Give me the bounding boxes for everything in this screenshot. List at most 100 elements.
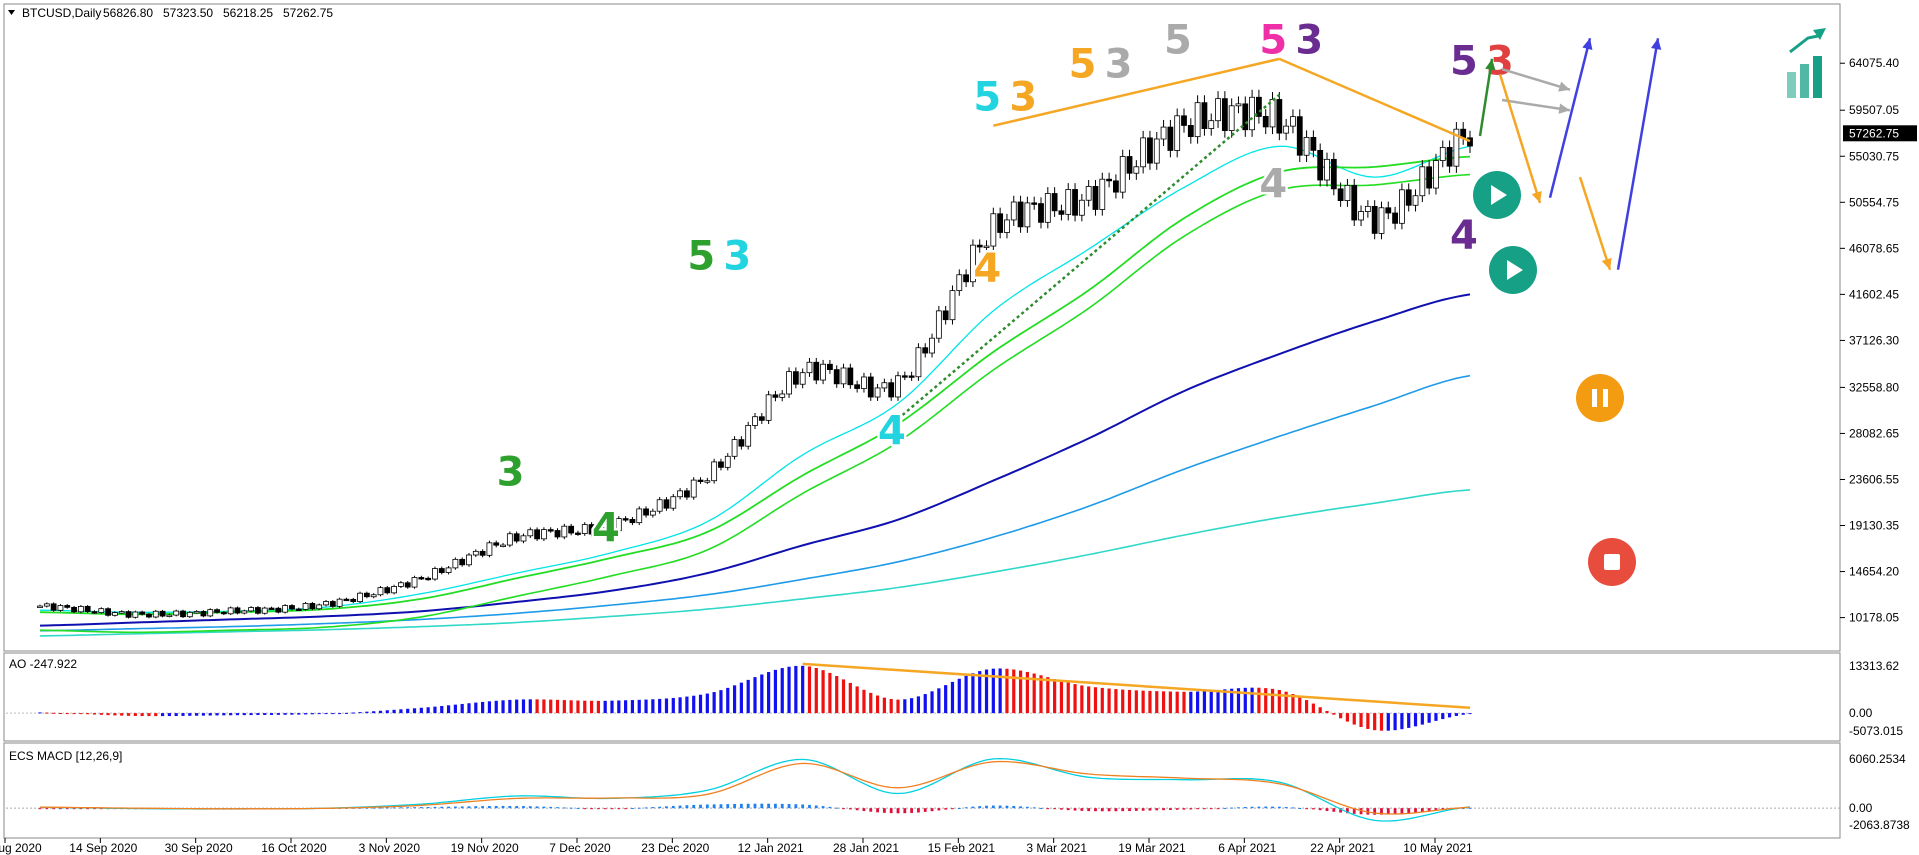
macd-histogram-bar [1196, 808, 1200, 810]
ao-bar [658, 698, 662, 714]
chart-menu-triangle-icon[interactable] [8, 10, 15, 15]
macd-histogram-bar [515, 805, 519, 809]
ao-bar [1311, 703, 1315, 714]
bull-candle [37, 605, 43, 608]
bull-candle [799, 372, 806, 385]
price-tick-label: 41602.45 [1849, 287, 1899, 301]
macd-histogram-bar [1162, 808, 1165, 811]
macd-histogram-bar [1203, 808, 1206, 810]
macd-histogram-bar [746, 803, 750, 809]
bear-candle [1167, 126, 1174, 151]
bull-candle [1412, 195, 1419, 206]
overlay-buttons[interactable] [1473, 171, 1636, 586]
ao-bar [889, 699, 893, 714]
bear-candle [758, 416, 765, 421]
ao-bar [1345, 713, 1350, 722]
ao-bar [746, 679, 750, 714]
ao-bar [1250, 687, 1254, 714]
macd-histogram-bar [978, 806, 982, 809]
resistance-trendline [1278, 57, 1471, 143]
play-button[interactable] [1489, 246, 1537, 294]
ao-bar [971, 673, 975, 714]
time-tick-label: 23 Dec 2020 [641, 841, 709, 855]
time-tick-label: 27 Aug 2020 [0, 841, 42, 855]
bull-candle [1235, 103, 1242, 107]
ao-bar [256, 713, 260, 716]
time-tick-label: 22 Apr 2021 [1310, 841, 1375, 855]
macd-histogram-bar [1148, 808, 1152, 811]
stop-icon [1604, 554, 1620, 570]
wave-label: 5 [973, 74, 1001, 120]
bull-candle [1119, 156, 1126, 193]
wave-label: 4 [973, 246, 1001, 292]
ao-bar [1066, 682, 1070, 714]
macd-histogram-bar [876, 808, 879, 813]
ao-bar [1339, 713, 1343, 719]
ao-bar [794, 665, 798, 714]
bull-candle [949, 290, 956, 321]
stop-button[interactable] [1588, 538, 1636, 586]
macd-histogram-bar [1100, 808, 1104, 812]
bear-candle [125, 611, 132, 618]
ao-bar [446, 705, 451, 714]
price-tick-label: 37126.30 [1849, 333, 1899, 347]
projection-arrow-head [1582, 38, 1593, 51]
macd-histogram-bar [481, 806, 485, 809]
play-button[interactable] [1473, 171, 1521, 219]
ao-bar [290, 713, 294, 715]
price-tick-label: 64075.40 [1849, 56, 1899, 70]
ao-bar [583, 700, 587, 714]
macd-histogram-bar [910, 808, 914, 813]
ao-bar [521, 699, 526, 714]
bull-candle [1419, 166, 1426, 197]
bear-candle [588, 524, 595, 535]
bull-candle [98, 608, 105, 613]
projection-arrow-head [1485, 58, 1496, 71]
time-tick-label: 6 Apr 2021 [1218, 841, 1276, 855]
macd-histogram-bar [1373, 808, 1377, 815]
ao-bar [1155, 691, 1159, 714]
bull-candle [1174, 115, 1181, 151]
macd-histogram-bar [1305, 808, 1308, 810]
bear-candle [1467, 137, 1473, 147]
macd-histogram-bar [406, 807, 410, 809]
ao-bar [1127, 689, 1132, 714]
pause-button[interactable] [1576, 374, 1624, 422]
bear-candle [220, 611, 227, 615]
bear-candle [908, 375, 915, 378]
macd-histogram-bar [794, 804, 798, 809]
ao-bar [930, 691, 934, 714]
bull-candle [595, 527, 602, 535]
macd-histogram-bar [1121, 808, 1125, 812]
bull-candle [935, 310, 942, 339]
bear-candle [1330, 158, 1337, 190]
ao-bar [385, 710, 389, 714]
bear-candle [888, 382, 895, 398]
price-tick-label: 19130.35 [1849, 519, 1899, 533]
ao-bar [1447, 713, 1452, 718]
ao-bar [814, 667, 818, 714]
macd-histogram-bar [1298, 807, 1302, 809]
bear-candle [64, 605, 71, 608]
ao-bar [549, 699, 553, 714]
bear-candle [792, 371, 799, 385]
bear-candle [214, 609, 220, 613]
ao-bar [1209, 690, 1213, 714]
bear-candle [159, 610, 166, 617]
bear-candle [84, 606, 91, 613]
ao-bar [1223, 689, 1227, 714]
macd-histogram-bar [787, 804, 791, 809]
ao-bar [1182, 691, 1186, 714]
ao-bar [1298, 696, 1302, 714]
ao-bar [732, 685, 737, 714]
bull-candle [1140, 137, 1147, 168]
macd-histogram-bar [1053, 808, 1057, 810]
bear-candle [813, 361, 820, 381]
ao-bar [1352, 713, 1356, 725]
bull-candle [1283, 125, 1290, 134]
macd-histogram-bar [392, 807, 396, 809]
bull-candle [1099, 178, 1106, 210]
bear-candle [772, 394, 779, 398]
bear-candle [697, 479, 704, 483]
